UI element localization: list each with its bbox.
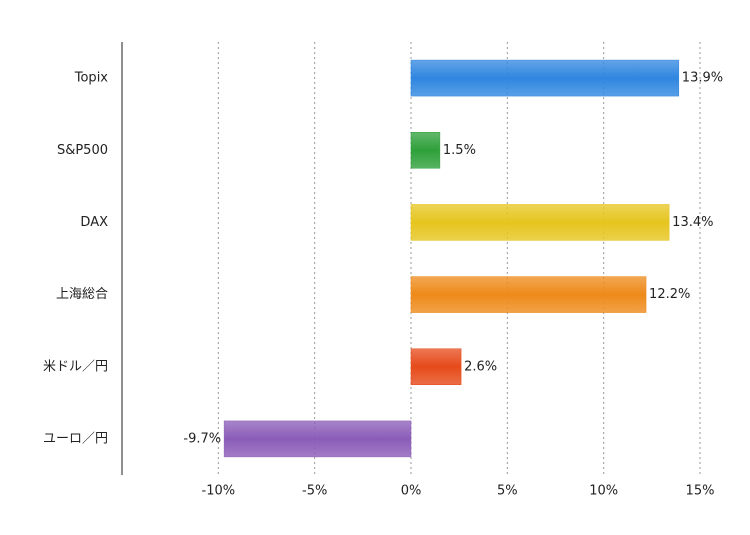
value-label: -9.7% — [183, 431, 221, 446]
y-tick-label: 米ドル／円 — [43, 359, 108, 374]
y-tick-label: Topix — [74, 71, 109, 86]
y-tick-label: DAX — [80, 215, 108, 230]
value-label: 1.5% — [443, 143, 476, 158]
value-label: 12.2% — [649, 287, 690, 302]
bar — [410, 132, 441, 169]
y-tick-label: ユーロ／円 — [43, 431, 108, 446]
y-tick-label: S&P500 — [57, 143, 108, 158]
x-tick-label: 5% — [497, 484, 518, 499]
y-tick-label: 上海総合 — [56, 287, 108, 302]
x-tick-label: 15% — [686, 484, 715, 499]
value-label: 2.6% — [464, 359, 497, 374]
x-tick-label: -10% — [202, 484, 236, 499]
value-label: 13.4% — [672, 215, 713, 230]
x-tick-label: 10% — [589, 484, 618, 499]
bar — [223, 420, 412, 458]
x-tick-label: 0% — [401, 484, 422, 499]
x-tick-label: -5% — [302, 484, 327, 499]
value-label: 13.9% — [682, 71, 723, 86]
bar — [410, 59, 680, 97]
bar — [410, 204, 670, 241]
bar — [410, 276, 647, 313]
bar — [410, 348, 462, 385]
